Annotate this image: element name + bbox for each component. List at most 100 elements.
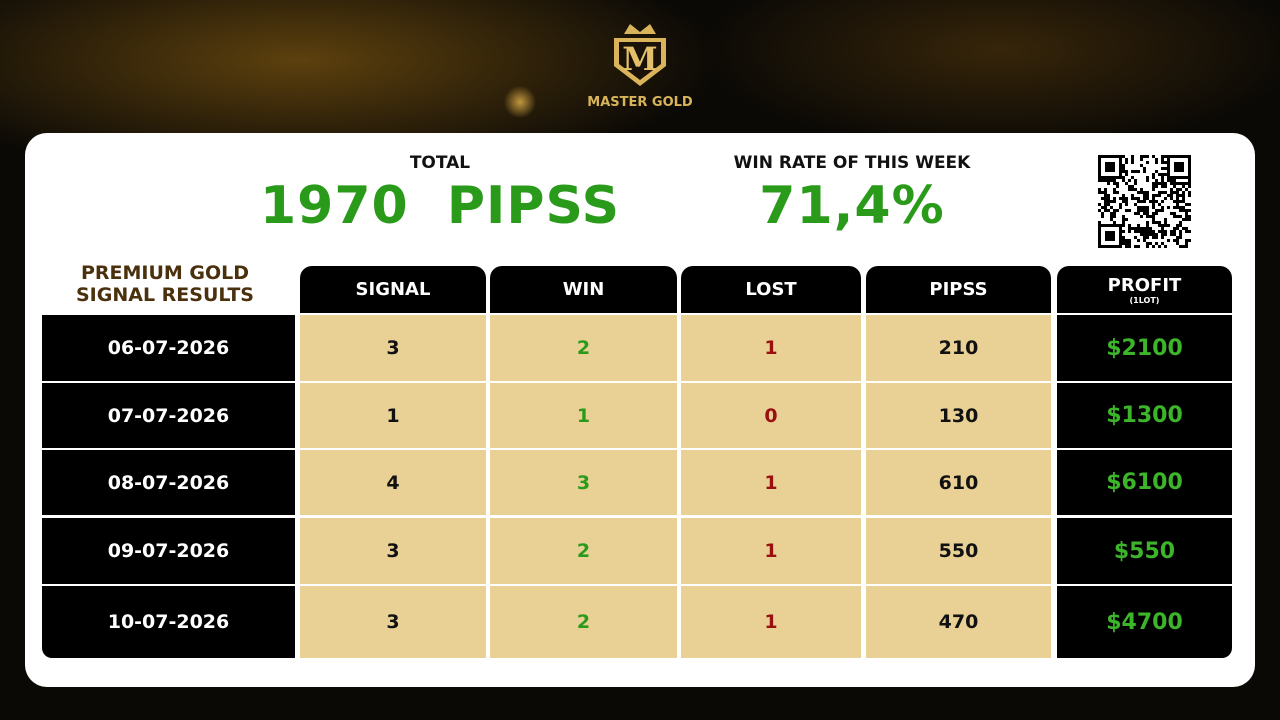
qr-cell [1122,236,1125,239]
column-header: SIGNAL [300,266,486,313]
cell: 210 [866,315,1051,381]
qr-cell [1134,179,1137,182]
qr-cell [1131,188,1134,191]
qr-cell [1179,236,1182,239]
qr-cell [1110,179,1113,182]
qr-cell [1158,245,1161,248]
qr-cell [1143,200,1146,203]
qr-cell [1164,185,1167,188]
qr-cell [1164,221,1167,224]
qr-cell [1152,233,1155,236]
qr-cell [1188,209,1191,212]
qr-cell [1152,230,1155,233]
qr-cell [1164,218,1167,221]
qr-cell [1188,203,1191,206]
date-cell: 06-07-2026 [42,315,295,381]
qr-cell [1146,242,1149,245]
cell: 470 [866,586,1051,658]
win-rate-value: 71,4% [759,176,945,236]
qr-cell [1161,179,1164,182]
qr-cell [1173,185,1176,188]
qr-cell [1113,221,1116,224]
cell: 1 [681,586,861,658]
qr-cell [1155,200,1158,203]
qr-cell [1176,194,1179,197]
qr-cell [1101,212,1104,215]
qr-cell [1137,245,1140,248]
qr-cell [1149,242,1152,245]
qr-cell [1179,194,1182,197]
cell: 3 [300,315,486,381]
qr-cell [1185,242,1188,245]
cell: $550 [1057,518,1232,584]
qr-cell [1104,200,1107,203]
qr-cell [1152,206,1155,209]
qr-cell [1161,242,1164,245]
qr-cell [1134,197,1137,200]
qr-cell [1179,188,1182,191]
qr-cell [1140,206,1143,209]
qr-cell [1182,185,1185,188]
qr-cell [1161,185,1164,188]
qr-cell [1188,239,1191,242]
qr-cell [1176,200,1179,203]
qr-code [1098,155,1191,248]
qr-cell [1122,215,1125,218]
qr-cell [1158,203,1161,206]
qr-cell [1155,221,1158,224]
qr-cell [1152,215,1155,218]
qr-cell [1125,239,1128,242]
date-cell: 07-07-2026 [42,383,295,448]
qr-cell [1155,182,1158,185]
qr-cell [1140,209,1143,212]
date-cell: 08-07-2026 [42,450,295,515]
qr-cell [1131,158,1134,161]
qr-cell [1122,239,1125,242]
qr-cell [1131,161,1134,164]
qr-cell [1143,191,1146,194]
qr-cell [1104,206,1107,209]
cell: 2 [490,315,677,381]
qr-cell [1122,218,1125,221]
qr-cell [1113,212,1116,215]
qr-cell [1176,206,1179,209]
qr-cell [1152,197,1155,200]
qr-cell [1101,179,1104,182]
qr-cell [1131,185,1134,188]
qr-cell [1107,194,1110,197]
qr-cell [1146,197,1149,200]
qr-cell [1155,179,1158,182]
qr-cell [1176,182,1179,185]
qr-cell [1161,155,1164,158]
qr-cell [1164,245,1167,248]
qr-cell [1134,236,1137,239]
qr-cell [1161,230,1164,233]
qr-cell [1143,170,1146,173]
qr-cell [1161,206,1164,209]
qr-cell [1104,179,1107,182]
qr-cell [1152,245,1155,248]
qr-cell [1116,182,1119,185]
cell: 3 [300,586,486,658]
cell: 4 [300,450,486,515]
qr-cell [1164,197,1167,200]
qr-cell [1182,197,1185,200]
qr-cell [1161,200,1164,203]
qr-cell [1137,170,1140,173]
qr-cell [1164,224,1167,227]
qr-cell [1125,218,1128,221]
qr-cell [1131,170,1134,173]
qr-cell [1176,242,1179,245]
qr-cell [1179,245,1182,248]
qr-cell [1152,236,1155,239]
qr-cell [1152,173,1155,176]
header-text: LOST [745,279,797,300]
logo-letter: M [622,40,657,78]
qr-cell [1161,161,1164,164]
qr-cell [1143,239,1146,242]
qr-cell [1155,194,1158,197]
qr-cell [1125,203,1128,206]
qr-cell [1128,242,1131,245]
qr-cell [1098,179,1101,182]
profit-note: (1LOT) [1129,295,1160,305]
